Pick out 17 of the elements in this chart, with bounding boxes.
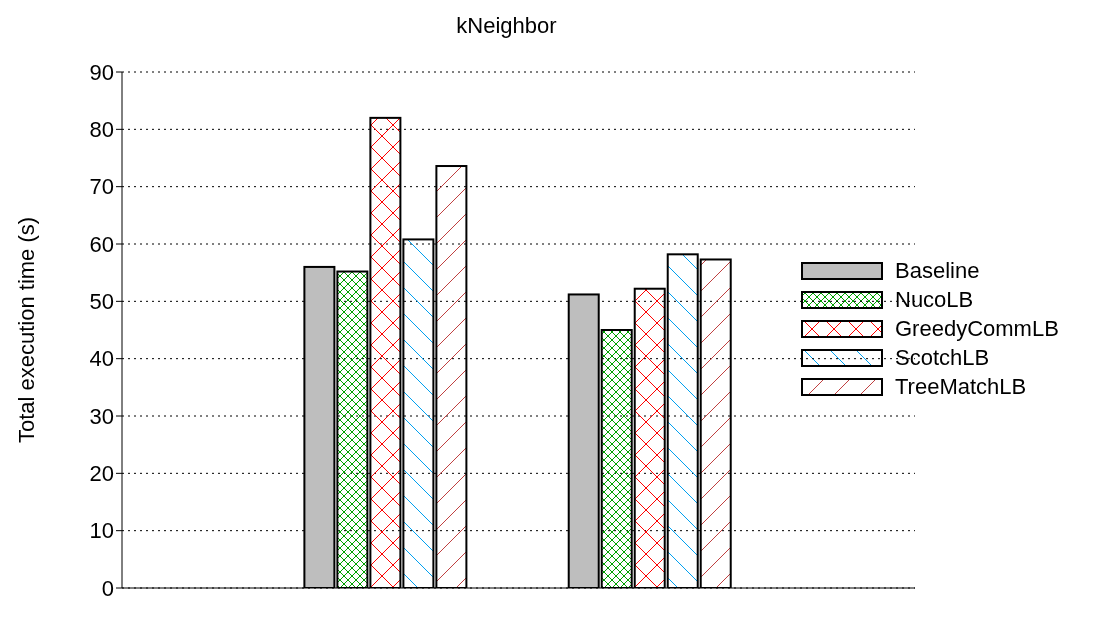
legend-label: TreeMatchLB [895,373,1027,400]
y-tick-label: 60 [89,231,114,257]
y-tick-label: 30 [89,403,114,429]
legend-label: Baseline [895,257,980,284]
y-tick-label: 50 [89,289,114,315]
y-tick-label: 80 [89,117,114,143]
legend-label: GreedyCommLB [895,315,1059,342]
y-tick-label: 90 [89,59,114,85]
legend-label: NucoLB [895,286,974,313]
y-tick-label: 0 [101,575,114,601]
y-tick-label: 70 [89,174,114,200]
y-axis-title: Total execution time (s) [13,216,39,444]
y-tick-label: 10 [89,518,114,544]
y-tick-label: 20 [89,461,114,487]
legend-label: ScotchLB [895,344,990,371]
y-tick-label: 40 [89,346,114,372]
chart-title: kNeighbor [455,12,558,40]
